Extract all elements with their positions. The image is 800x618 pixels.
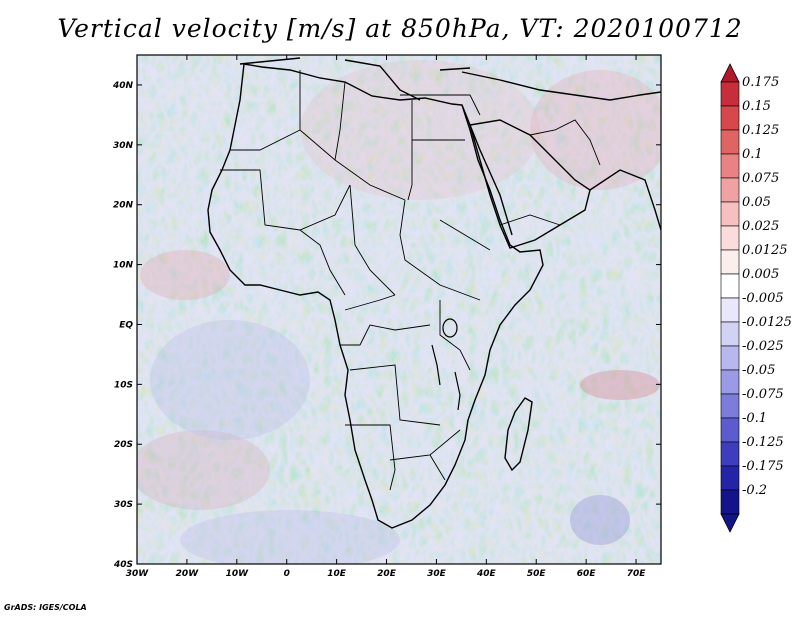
colorbar-label: -0.175 [742, 459, 784, 474]
colorbar-label: 0.005 [742, 267, 779, 282]
colorbar-label: -0.05 [742, 363, 775, 378]
colorbar-label: -0.2 [742, 483, 767, 498]
colorbar-label: 0.125 [742, 123, 779, 138]
colorbar-swatch [720, 321, 740, 347]
colorbar-label: 0.15 [742, 99, 771, 114]
x-tick-label: 40E [476, 569, 497, 579]
x-tick-label: 30E [427, 569, 447, 579]
colorbar-swatch [720, 177, 740, 203]
x-tick-label: 50E [527, 569, 547, 579]
colorbar [720, 63, 740, 533]
colorbar-label: -0.075 [742, 387, 784, 402]
x-tick-label: 70E [627, 569, 647, 579]
colorbar-swatch [720, 297, 740, 323]
colorbar-label: -0.0125 [742, 315, 792, 330]
map-frame [136, 54, 662, 565]
colorbar-label: -0.025 [742, 339, 784, 354]
y-tick-label: 10S [114, 380, 133, 390]
axis-ticks [136, 55, 661, 565]
colorbar-swatch [720, 129, 740, 155]
x-tick-label: 20W [176, 569, 200, 579]
colorbar-label: 0.1 [742, 147, 763, 162]
y-tick-label: 10N [113, 261, 134, 271]
colorbar-label: 0.05 [742, 195, 771, 210]
colorbar-label: -0.005 [742, 291, 784, 306]
x-tick-label: 20E [377, 569, 397, 579]
colorbar-swatch [720, 81, 740, 107]
colorbar-swatch [720, 393, 740, 419]
x-tick-label: 60E [577, 569, 597, 579]
colorbar-swatch [720, 489, 740, 515]
colorbar-swatch [720, 273, 740, 299]
colorbar-swatch [720, 441, 740, 467]
x-axis-labels: 30W 20W 10W 0 10E 20E 30E 40E 50E 60E 70E [126, 569, 646, 579]
y-tick-label: EQ [119, 320, 133, 330]
colorbar-swatch [720, 465, 740, 491]
x-tick-label: 30W [126, 569, 150, 579]
colorbar-swatch [720, 369, 740, 395]
y-tick-label: 20N [113, 201, 134, 211]
y-axis-labels: 40N 30N 20N 10N EQ 10S 20S 30S 40S [112, 81, 134, 570]
colorbar-swatch [720, 225, 740, 251]
colorbar-swatch [720, 345, 740, 371]
y-tick-label: 30N [113, 141, 134, 151]
colorbar-label: -0.125 [742, 435, 784, 450]
y-tick-label: 40S [113, 560, 133, 570]
colorbar-swatch [720, 105, 740, 131]
colorbar-top-arrow [720, 63, 740, 83]
lakes [431, 318, 461, 411]
x-tick-label: 10E [327, 569, 347, 579]
colorbar-swatch [720, 153, 740, 179]
footer-credit: GrADS: IGES/COLA [4, 603, 87, 612]
colorbar-label: 0.0125 [742, 243, 788, 258]
colorbar-label: 0.025 [742, 219, 779, 234]
colorbar-labels: 0.175 0.15 0.125 0.1 0.075 0.05 0.025 0.0125 0.0… [742, 75, 792, 498]
velocity-field [137, 55, 661, 564]
x-tick-label: 10W [226, 569, 250, 579]
map-title: Vertical velocity [m/s] at 850hPa, VT: 2… [57, 14, 743, 43]
y-tick-label: 40N [112, 81, 134, 91]
y-tick-label: 20S [114, 440, 133, 450]
country-borders [220, 70, 601, 491]
colorbar-label: -0.1 [742, 411, 767, 426]
colorbar-label: 0.075 [742, 171, 779, 186]
colorbar-bottom-arrow [720, 513, 740, 533]
y-tick-label: 30S [114, 500, 133, 510]
colorbar-swatch [720, 417, 740, 443]
colorbar-label: 0.175 [742, 75, 779, 90]
colorbar-swatch [720, 249, 740, 275]
x-tick-label: 0 [284, 569, 290, 579]
colorbar-swatch [720, 201, 740, 227]
